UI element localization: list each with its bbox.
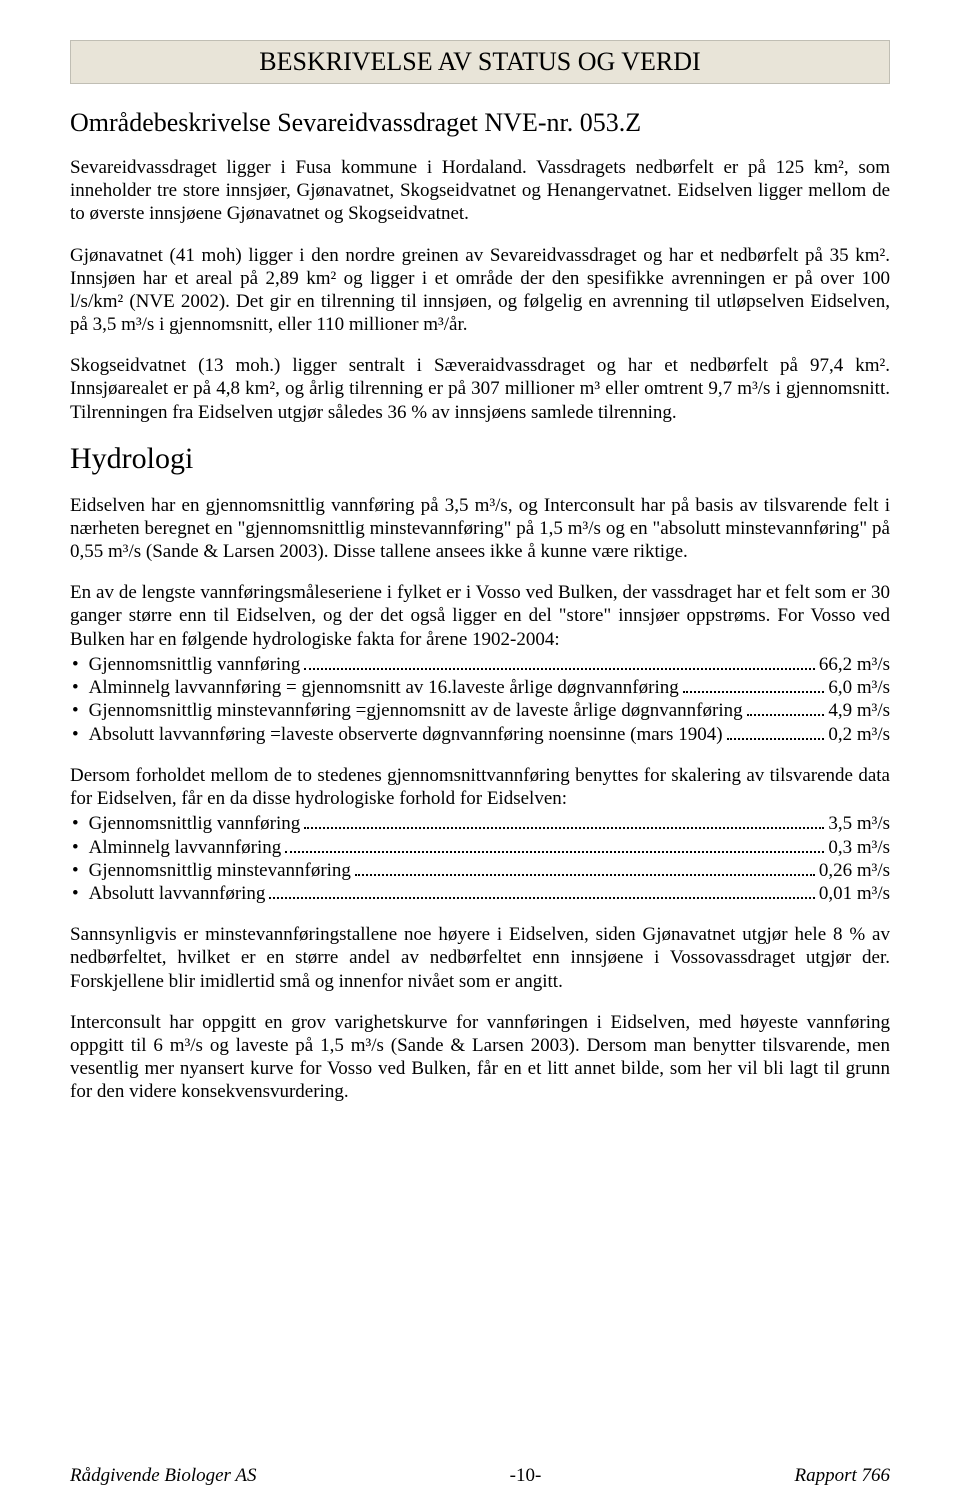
leader-dots xyxy=(285,835,824,852)
paragraph-4: Eidselven har en gjennomsnittlig vannfør… xyxy=(70,494,890,564)
subtitle: Områdebeskrivelse Sevareidvassdraget NVE… xyxy=(70,108,890,138)
list-item-value: 3,5 m³/s xyxy=(828,812,890,835)
paragraph-8: Interconsult har oppgitt en grov varighe… xyxy=(70,1011,890,1104)
list-item-value: 6,0 m³/s xyxy=(828,676,890,699)
list-item-label: Gjennomsnittlig vannføring xyxy=(89,653,301,676)
leader-dots xyxy=(304,653,815,670)
list-item-value: 0,26 m³/s xyxy=(819,859,890,882)
list-item: Gjennomsnittlig minstevannføring 0,26 m³… xyxy=(70,859,890,882)
leader-dots xyxy=(727,723,825,740)
list-item: Gjennomsnittlig vannføring 3,5 m³/s xyxy=(70,812,890,835)
leader-dots xyxy=(269,882,814,899)
bullet-list-vosso: Gjennomsnittlig vannføring 66,2 m³/sAlmi… xyxy=(70,653,890,746)
banner-title: BESKRIVELSE AV STATUS OG VERDI xyxy=(70,40,890,84)
leader-dots xyxy=(683,676,825,693)
paragraph-1: Sevareidvassdraget ligger i Fusa kommune… xyxy=(70,156,890,226)
list-item: Gjennomsnittlig vannføring 66,2 m³/s xyxy=(70,653,890,676)
list-item: Gjennomsnittlig minstevannføring =gjenno… xyxy=(70,699,890,722)
list-item-label: Alminnelg lavvannføring = gjennomsnitt a… xyxy=(89,676,679,699)
list-item-label: Gjennomsnittlig vannføring xyxy=(89,812,301,835)
list-item-label: Gjennomsnittlig minstevannføring =gjenno… xyxy=(89,699,743,722)
footer-left: Rådgivende Biologer AS xyxy=(70,1465,256,1487)
paragraph-3: Skogseidvatnet (13 moh.) ligger sentralt… xyxy=(70,354,890,424)
footer-right: Rapport 766 xyxy=(794,1465,890,1487)
list-item-value: 0,2 m³/s xyxy=(828,723,890,746)
leader-dots xyxy=(304,812,824,829)
list-item: Alminnelg lavvannføring 0,3 m³/s xyxy=(70,835,890,858)
bullet-list-eidselven: Gjennomsnittlig vannføring 3,5 m³/sAlmin… xyxy=(70,812,890,905)
paragraph-2: Gjønavatnet (41 moh) ligger i den nordre… xyxy=(70,244,890,337)
paragraph-5: En av de lengste vannføringsmåleseriene … xyxy=(70,581,890,651)
list-item-value: 4,9 m³/s xyxy=(828,699,890,722)
list-item-label: Absolutt lavvannføring =laveste observer… xyxy=(89,723,723,746)
leader-dots xyxy=(355,859,815,876)
list-item-label: Absolutt lavvannføring xyxy=(89,882,266,905)
list-item: Absolutt lavvannføring =laveste observer… xyxy=(70,723,890,746)
list-item: Absolutt lavvannføring 0,01 m³/s xyxy=(70,882,890,905)
paragraph-7: Sannsynligvis er minstevannføringstallen… xyxy=(70,923,890,993)
list-item-value: 0,3 m³/s xyxy=(828,836,890,859)
footer-page-number: -10- xyxy=(510,1465,542,1487)
paragraph-6: Dersom forholdet mellom de to stedenes g… xyxy=(70,764,890,810)
page-footer: Rådgivende Biologer AS -10- Rapport 766 xyxy=(70,1465,890,1487)
heading-hydrologi: Hydrologi xyxy=(70,442,890,476)
list-item-label: Gjennomsnittlig minstevannføring xyxy=(89,859,351,882)
leader-dots xyxy=(747,699,825,716)
list-item-value: 0,01 m³/s xyxy=(819,882,890,905)
list-item-value: 66,2 m³/s xyxy=(819,653,890,676)
list-item-label: Alminnelg lavvannføring xyxy=(89,836,282,859)
list-item: Alminnelg lavvannføring = gjennomsnitt a… xyxy=(70,676,890,699)
